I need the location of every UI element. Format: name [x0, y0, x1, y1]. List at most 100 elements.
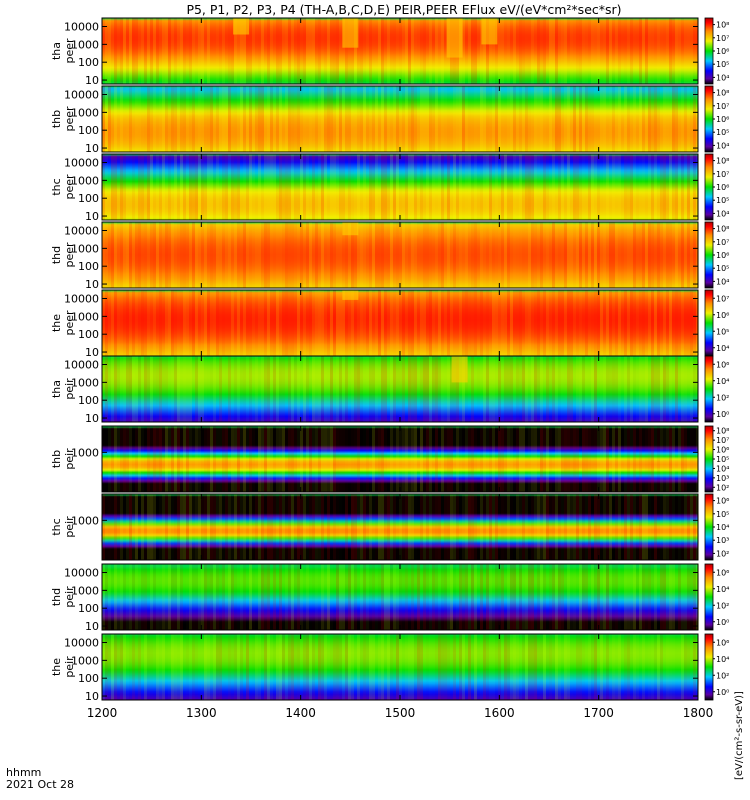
cbar-tick-thb-peer-2: 10⁶	[716, 115, 729, 124]
panel-label-the-peer-1: peer	[63, 310, 76, 336]
y-tick-the-peir-0: 10	[85, 690, 99, 703]
cbar-tick-thd-peer-4: 10⁸	[716, 225, 729, 234]
y-tick-thc-peir-0: 1000	[71, 514, 99, 527]
y-tick-thc-peer-1: 100	[78, 192, 99, 205]
spectrogram-thd-peer	[102, 222, 698, 288]
y-tick-thd-peer-0: 10	[85, 278, 99, 291]
colorbar-thd-peer	[704, 221, 714, 289]
cbar-tick-thb-peir-4: 10⁶	[716, 446, 729, 455]
variability-thd-peer	[102, 222, 699, 288]
variability-the-peir	[102, 634, 696, 700]
cbar-tick-tha-peir-1: 10²	[716, 393, 729, 402]
spectrogram-thb-peer	[102, 86, 698, 152]
date-label: 2021 Oct 28	[6, 778, 74, 791]
panel-label-the-peir-0: the	[50, 658, 63, 676]
panel-label-the-peer-0: the	[50, 314, 63, 332]
spectrogram-the-peer	[102, 290, 698, 356]
cbar-tick-thc-peir-2: 10⁴	[716, 523, 729, 532]
x-tick-0: 1200	[87, 706, 118, 720]
cbar-tick-thc-peer-2: 10⁶	[716, 183, 729, 192]
x-tick-3: 1500	[385, 706, 416, 720]
y-tick-the-peer-0: 10	[85, 346, 99, 359]
event-tha-peir-0	[451, 356, 468, 383]
y-tick-thb-peer-3: 10000	[64, 89, 99, 102]
panel-thc-peir: 1000 thc peir 10² 10³ 10⁴ 10⁵ 10⁶	[50, 493, 729, 561]
y-tick-thb-peir-0: 1000	[71, 446, 99, 459]
event-tha-peer-1	[342, 18, 359, 48]
cbar-tick-the-peir-3: 10⁶	[716, 638, 729, 647]
colorbar-thc-peer	[704, 153, 714, 221]
cbar-tick-tha-peir-0: 10⁰	[716, 410, 729, 419]
spectrogram-the-peir	[102, 634, 698, 700]
cbar-tick-thd-peer-3: 10⁷	[716, 238, 729, 247]
cbar-tick-thb-peir-1: 10³	[716, 474, 729, 483]
panel-label-the-peir-1: peir	[63, 656, 76, 678]
x-tick-4: 1600	[484, 706, 515, 720]
cbar-tick-the-peer-0: 10⁴	[716, 344, 729, 353]
cbar-tick-thd-peer-1: 10⁵	[716, 264, 729, 273]
x-tick-1: 1300	[186, 706, 217, 720]
cbar-tick-thb-peir-3: 10⁵	[716, 455, 729, 464]
colorbar-tha-peer	[704, 17, 714, 85]
y-tick-thb-peer-2: 1000	[71, 106, 99, 119]
variability-thc-peer	[102, 154, 699, 220]
variability-thd-peir	[102, 564, 699, 630]
variability-tha-peer	[105, 18, 693, 84]
cbar-tick-thc-peer-0: 10⁴	[716, 209, 729, 218]
panel-label-thd-peer-0: thd	[50, 246, 63, 264]
x-tick-2: 1400	[285, 706, 316, 720]
cbar-tick-thd-peir-1: 10²	[716, 601, 729, 610]
colorbar-thb-peer	[704, 85, 714, 153]
y-tick-tha-peer-0: 10	[85, 74, 99, 87]
y-tick-the-peir-3: 10000	[64, 637, 99, 650]
y-tick-thd-peir-2: 1000	[71, 584, 99, 597]
panel-label-thd-peir-1: peir	[63, 586, 76, 608]
colorbar-tha-peir	[704, 355, 714, 423]
cbar-tick-tha-peir-3: 10⁶	[716, 360, 729, 369]
cbar-tick-tha-peer-0: 10⁴	[716, 73, 729, 82]
panel-label-thb-peir-1: peir	[63, 448, 76, 470]
y-tick-tha-peir-0: 10	[85, 412, 99, 425]
event-the-peer-0	[342, 290, 359, 300]
cbar-tick-thd-peer-2: 10⁶	[716, 251, 729, 260]
y-tick-tha-peer-2: 1000	[71, 38, 99, 51]
cbar-tick-the-peir-1: 10²	[716, 671, 729, 680]
colorbar-unit-label: [eV/(cm²-s-sr-eV)]	[734, 691, 745, 780]
event-tha-peer-0	[233, 18, 250, 35]
event-thd-peer-0	[342, 222, 359, 236]
event-tha-peer-3	[481, 18, 498, 45]
panel-label-thd-peir-0: thd	[50, 588, 63, 606]
cbar-tick-thc-peir-1: 10³	[716, 536, 729, 545]
y-tick-tha-peir-1: 100	[78, 394, 99, 407]
spectrogram-tha-peir	[102, 356, 698, 422]
cbar-tick-thc-peir-4: 10⁶	[716, 497, 729, 506]
colorbar-thd-peir	[704, 563, 714, 631]
y-tick-thd-peer-3: 10000	[64, 225, 99, 238]
time-axis-label: hhmm	[6, 766, 41, 779]
y-tick-thc-peer-3: 10000	[64, 157, 99, 170]
y-tick-the-peer-2: 1000	[71, 310, 99, 323]
x-tick-5: 1700	[583, 706, 614, 720]
cbar-tick-thd-peer-0: 10⁴	[716, 277, 729, 286]
x-tick-6: 1800	[683, 706, 714, 720]
cbar-tick-thc-peer-3: 10⁷	[716, 170, 729, 179]
cbar-tick-the-peer-1: 10⁵	[716, 327, 729, 336]
colorbar-the-peir	[704, 633, 714, 701]
panel-label-thb-peir-0: thb	[50, 450, 63, 468]
cbar-tick-thd-peir-0: 10⁰	[716, 618, 729, 627]
y-tick-thd-peer-1: 100	[78, 260, 99, 273]
cbar-tick-the-peir-2: 10⁴	[716, 655, 729, 664]
spectrogram-thd-peir	[102, 564, 698, 630]
cbar-tick-thb-peir-5: 10⁷	[716, 436, 729, 445]
cbar-tick-thb-peer-3: 10⁷	[716, 102, 729, 111]
y-tick-thc-peer-2: 1000	[71, 174, 99, 187]
cbar-tick-thc-peer-4: 10⁸	[716, 157, 729, 166]
y-tick-the-peir-2: 1000	[71, 654, 99, 667]
panel-label-thb-peer-1: peer	[63, 106, 76, 132]
